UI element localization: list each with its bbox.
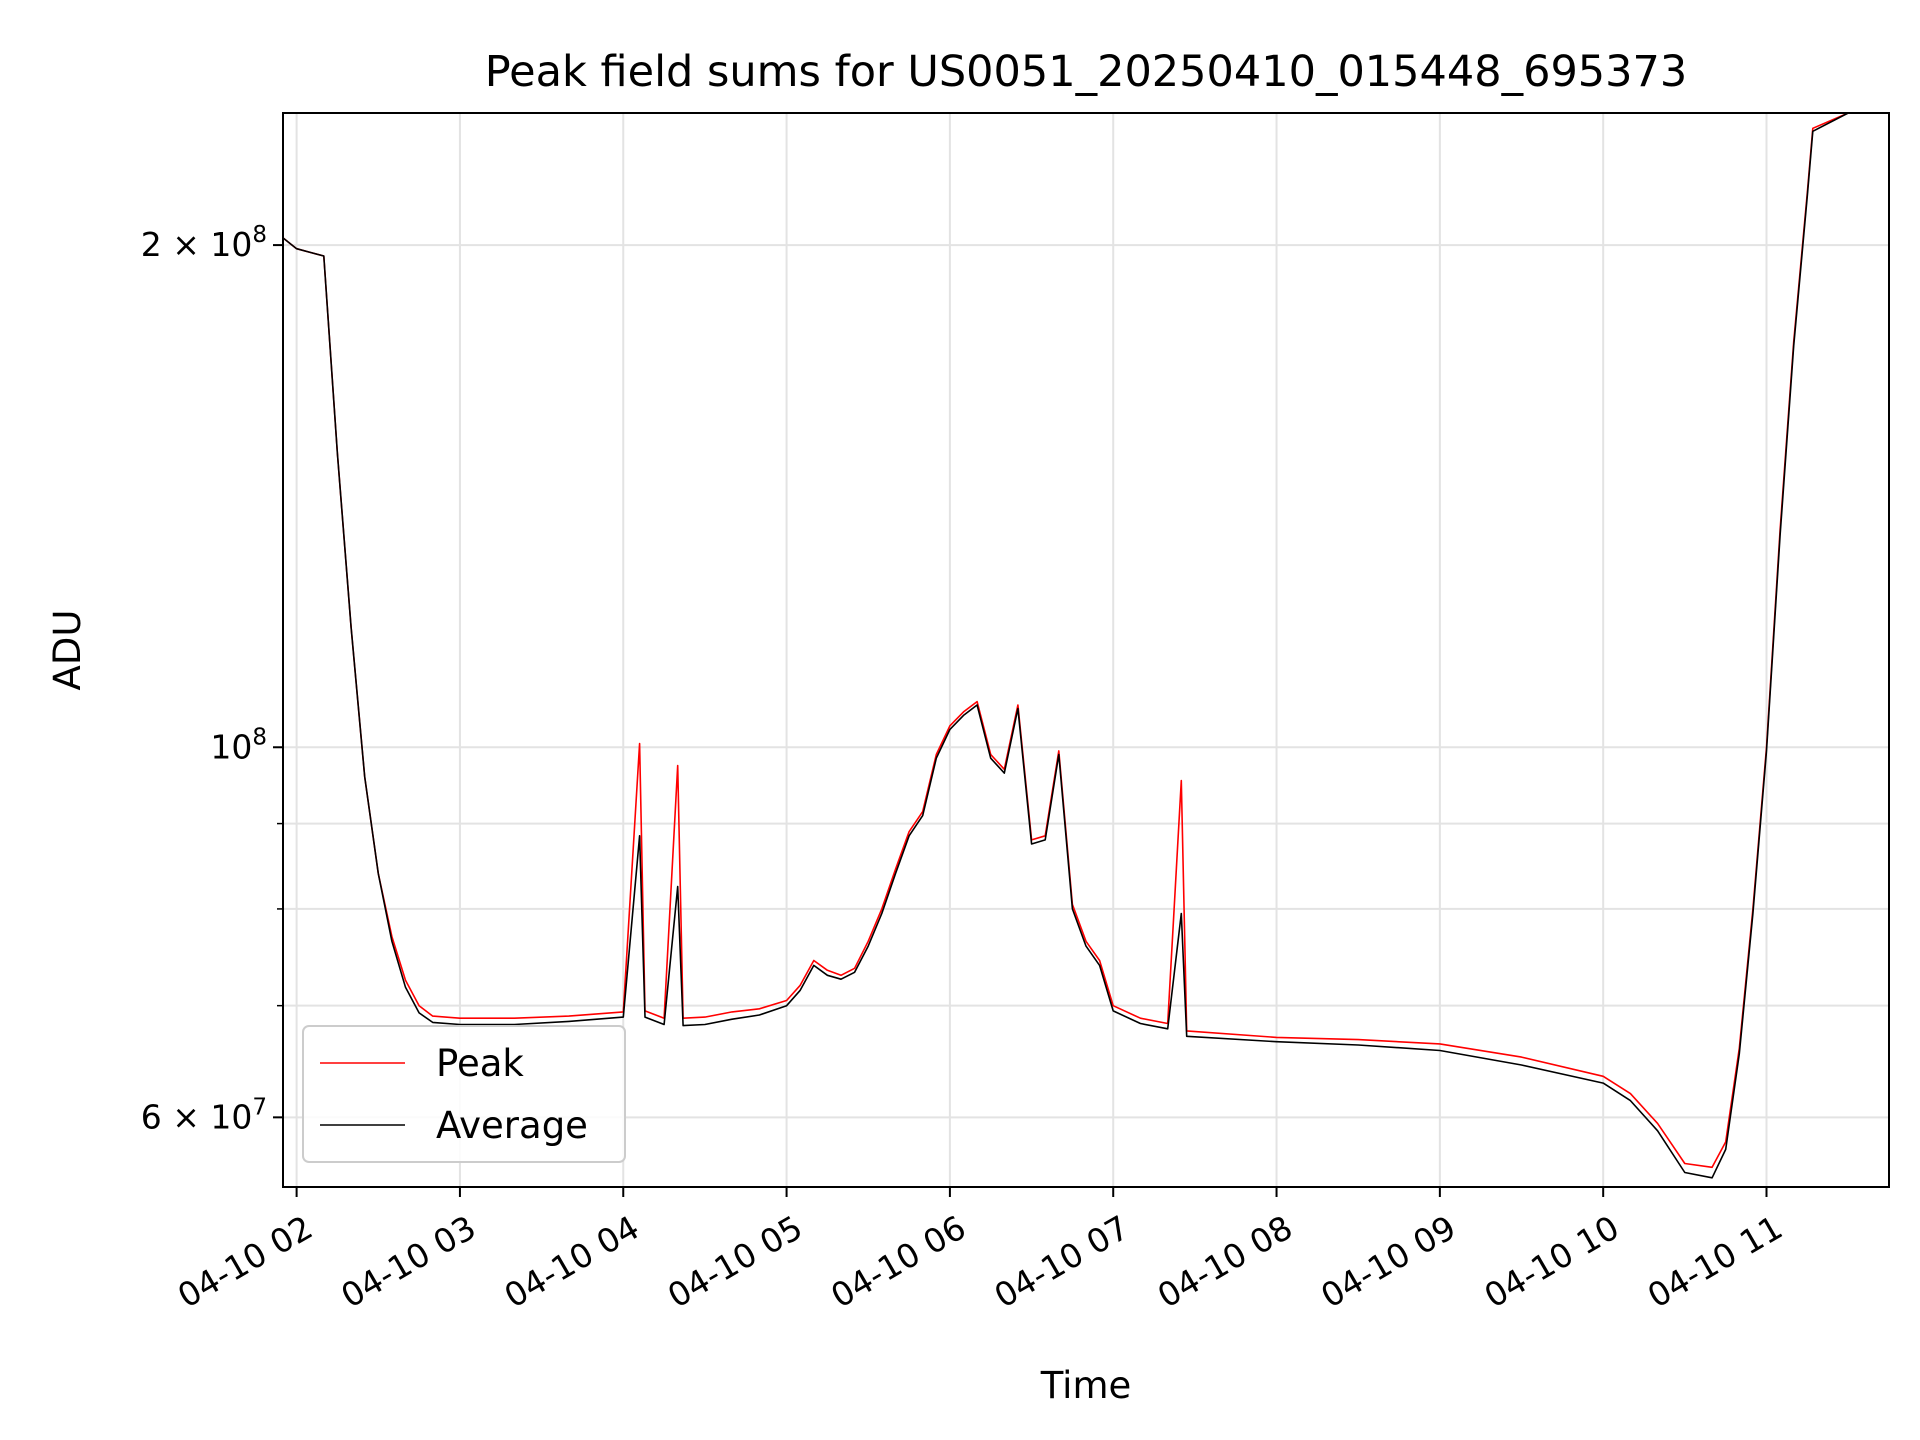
y-tick-label: 2 × 108: [141, 222, 267, 264]
x-axis-label: Time: [1040, 1364, 1132, 1407]
plot-frame: [282, 112, 1890, 1188]
chart-title: Peak field sums for US0051_20250410_0154…: [485, 47, 1688, 97]
series-line-average: [283, 113, 1849, 1179]
legend-label-peak: Peak: [436, 1042, 524, 1085]
legend-label-average: Average: [436, 1104, 588, 1147]
y-tick-label: 108: [210, 724, 267, 766]
series-line-peak: [283, 113, 1849, 1169]
grid-lines: [283, 113, 1889, 1187]
legend-box: [302, 1025, 626, 1163]
y-axis-label: ADU: [46, 610, 89, 691]
legend: Peak Average: [302, 1025, 626, 1163]
series-lines: [283, 113, 1849, 1179]
y-tick-label: 6 × 107: [141, 1094, 267, 1136]
